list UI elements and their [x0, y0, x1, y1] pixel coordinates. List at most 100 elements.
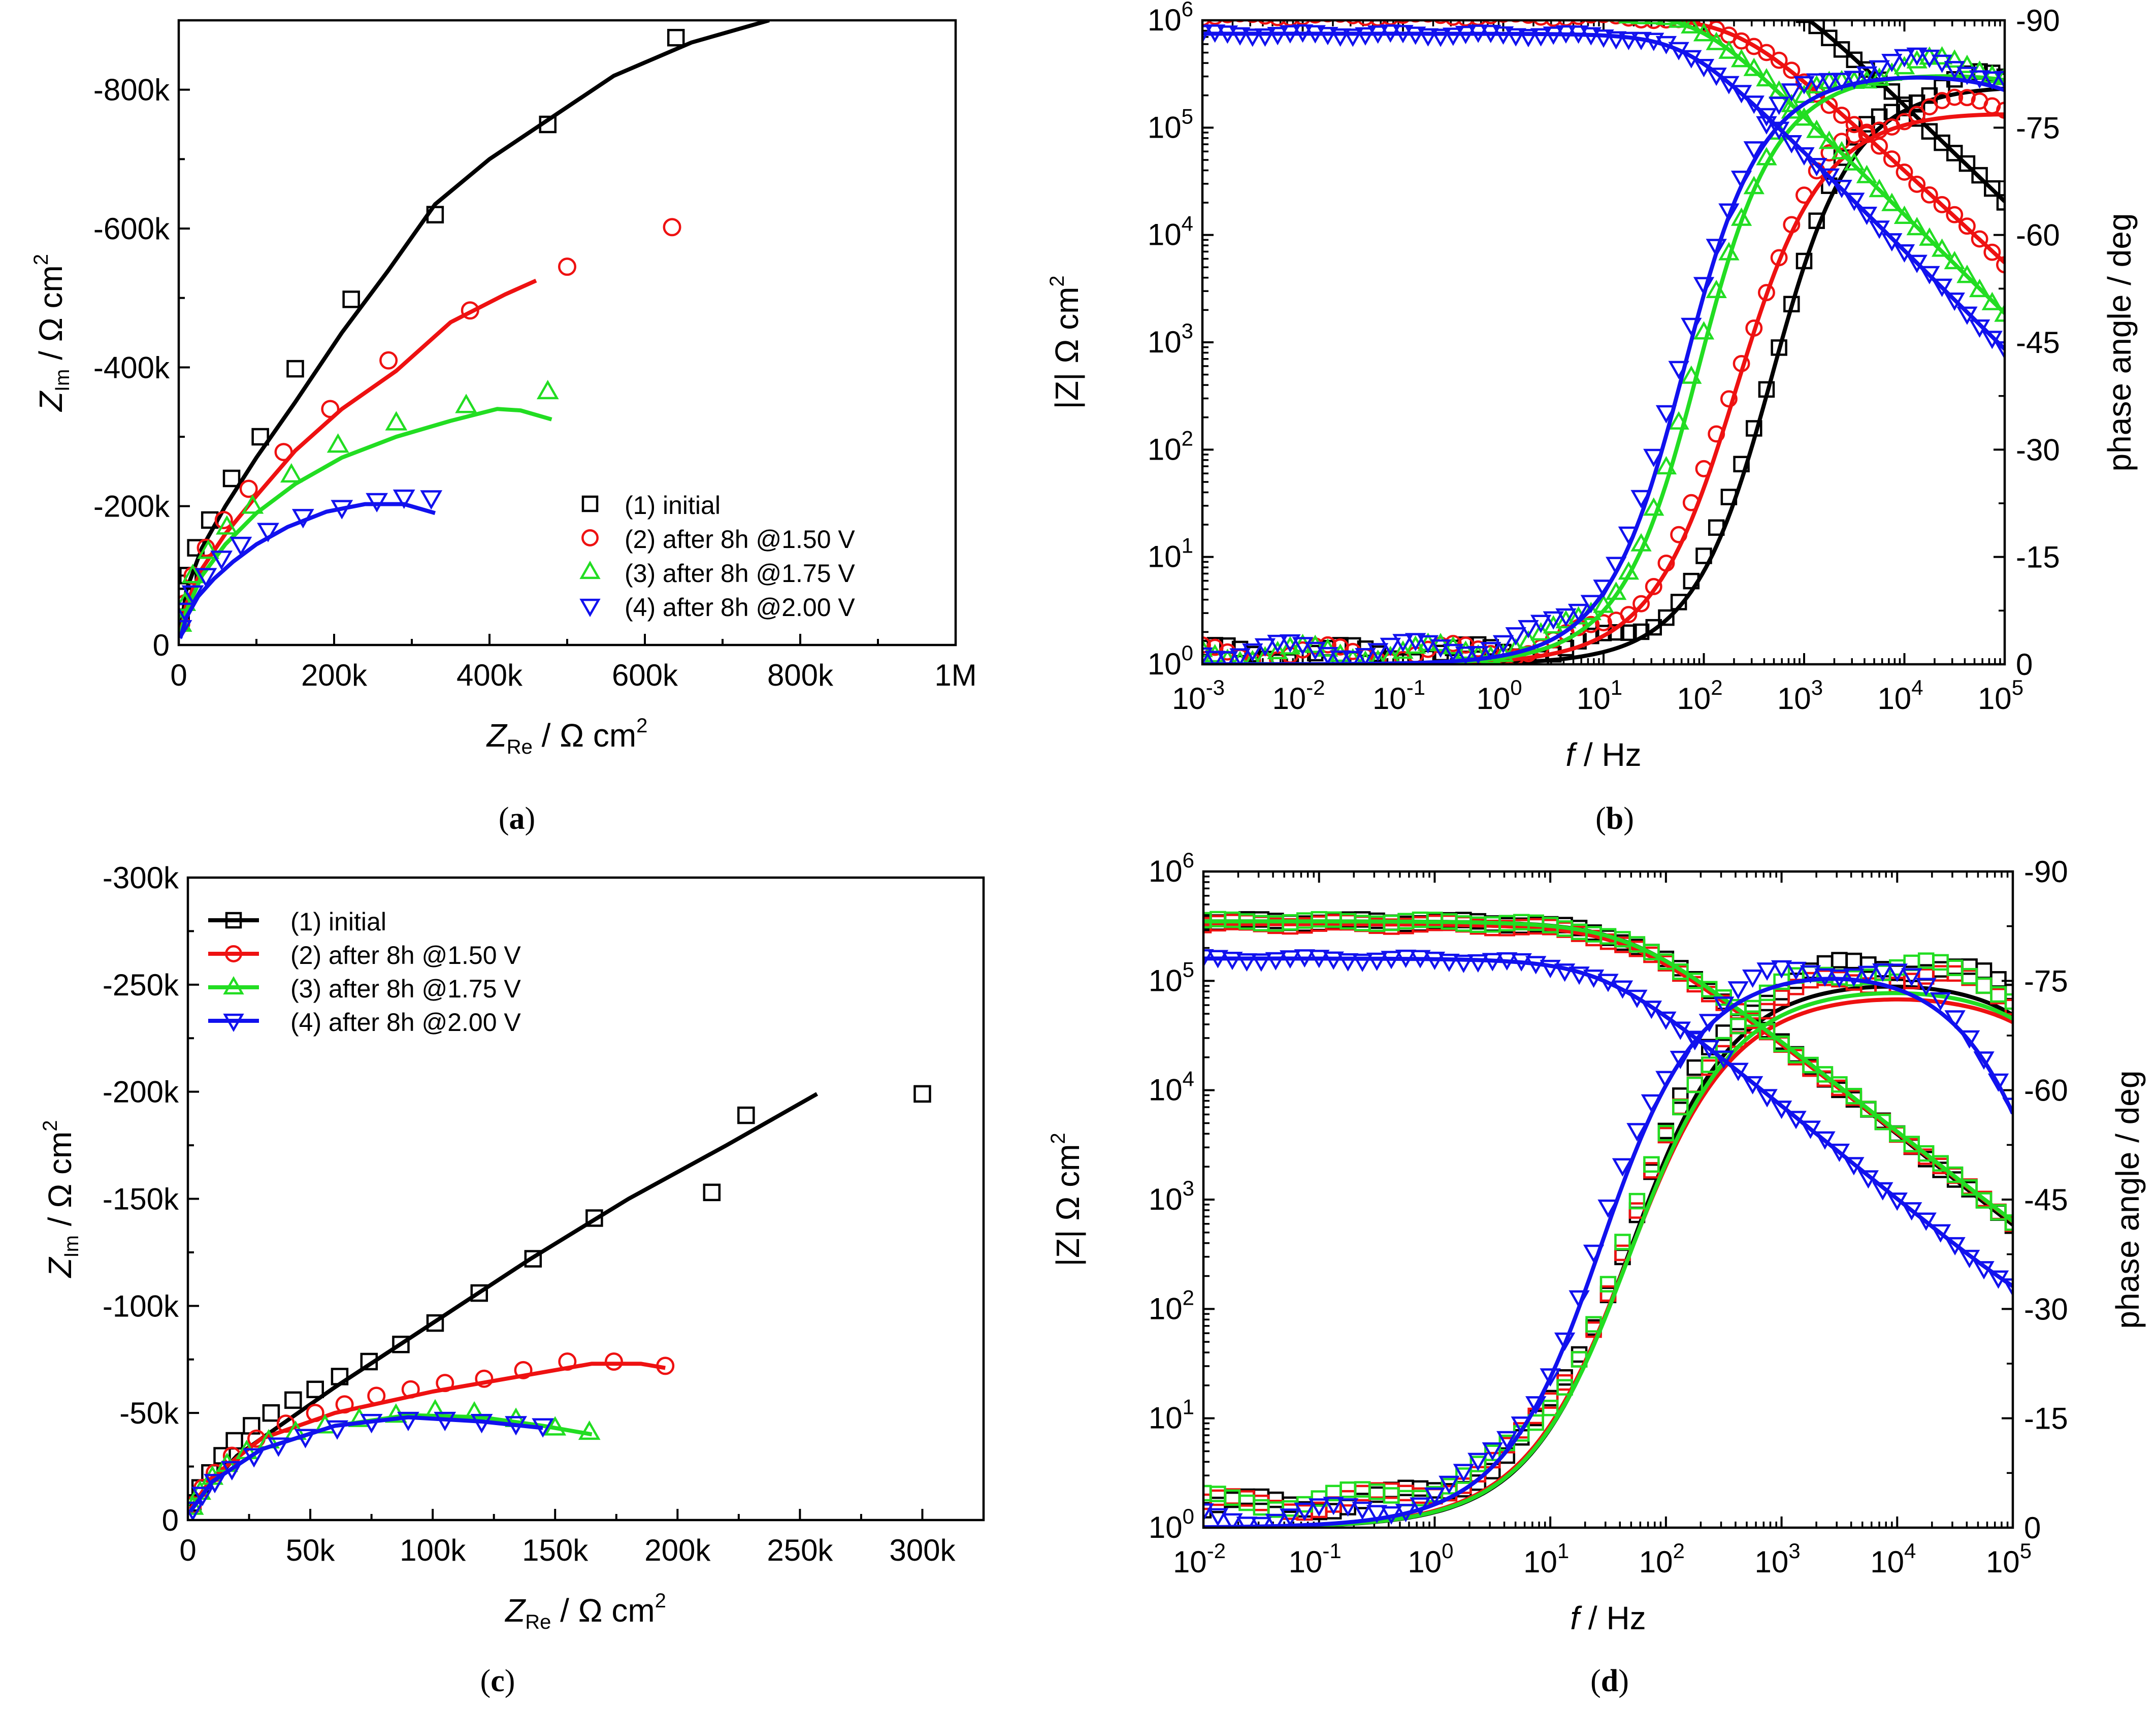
y2-tick-label: -90: [2024, 855, 2068, 889]
plot-frame: [1202, 870, 2014, 1529]
y2-tick-label: -45: [2016, 326, 2060, 360]
phase-point: [1746, 420, 1762, 437]
impedance-point: [1961, 1179, 1978, 1196]
phase-point: [1567, 603, 1589, 623]
x-tick-label: 10-1: [1289, 1539, 1342, 1579]
impedance-point: [1657, 953, 1675, 970]
impedance-point: [1280, 950, 1301, 969]
phase-point: [1844, 71, 1865, 89]
data-point: [197, 538, 215, 557]
impedance-point: [1971, 167, 1988, 184]
label-sub: Im: [51, 369, 74, 392]
y2-tick-label: -75: [2024, 964, 2068, 998]
impedance-point: [1570, 2, 1587, 16]
tick-exponent: 0: [1442, 1539, 1453, 1563]
impedance-point: [1467, 24, 1489, 43]
x-tick-label: 150k: [522, 1533, 589, 1567]
tick-base: 10: [1289, 1545, 1323, 1579]
impedance-point: [1743, 57, 1765, 76]
phase-point: [1254, 638, 1276, 657]
impedance-point: [1342, 20, 1363, 21]
impedance-point: [1606, 20, 1627, 22]
phase-point: [1758, 381, 1775, 398]
data-point: [179, 620, 192, 640]
phase-point: [1643, 448, 1664, 467]
data-point: [274, 443, 293, 462]
legend-label: (3) after 8h @1.75 V: [290, 975, 521, 1003]
phase-point: [1958, 1030, 1980, 1049]
y-tick-label: 103: [1148, 319, 1193, 359]
phase-point: [1771, 339, 1787, 356]
x-tick-label: 100: [1408, 1539, 1453, 1579]
phase-point: [1795, 252, 1813, 270]
phase-point: [1706, 239, 1727, 257]
impedance-point: [1521, 20, 1536, 24]
impedance-point: [1457, 4, 1475, 19]
impedance-point: [1595, 3, 1612, 18]
tick-base: 10: [1476, 682, 1510, 716]
label-unit: / Ω cm: [551, 1592, 655, 1629]
tick-base: 10: [1755, 1545, 1789, 1579]
phase-point: [1455, 640, 1477, 659]
caption-paren-close: ): [1618, 1664, 1629, 1698]
data-point: [191, 1487, 214, 1506]
data-point: [179, 602, 197, 622]
impedance-point: [1342, 28, 1363, 47]
impedance-point: [1569, 966, 1590, 985]
impedance-point: [2002, 1278, 2013, 1297]
label-sup: 2: [655, 1590, 666, 1612]
data-point: [539, 115, 557, 134]
phase-point: [1309, 1498, 1330, 1517]
phase-point: [1917, 968, 1935, 985]
impedance-point: [1831, 179, 1852, 199]
panel-b: 10-3 10-2 10-1 100 101 102 103 104 1051001011021…: [1046, 0, 2138, 773]
data-point: [656, 1357, 675, 1375]
y-tick-label: 102: [1148, 426, 1193, 466]
y2-tick-label: 0: [2016, 648, 2033, 682]
impedance-point: [1893, 205, 1915, 224]
phase-fit-line: [1202, 75, 2005, 664]
impedance-point: [1469, 3, 1487, 17]
data-point: [220, 1461, 243, 1481]
tick-base: 10: [1148, 540, 1182, 574]
label-unit: / Ω cm: [32, 265, 69, 369]
phase-point: [1632, 623, 1650, 640]
legend-marker: [579, 598, 601, 618]
data-point: [558, 1352, 577, 1371]
impedance-point: [1267, 27, 1288, 46]
impedance-point: [1366, 952, 1388, 971]
impedance-point: [1843, 1157, 1865, 1176]
impedance-point: [1618, 31, 1640, 50]
data-point: [262, 1404, 280, 1422]
data-point: [181, 564, 204, 584]
phase-point: [1655, 456, 1677, 475]
phase-point: [1626, 1123, 1648, 1142]
data-point: [667, 28, 685, 47]
impedance-point: [1367, 25, 1389, 44]
phase-point: [1871, 121, 1888, 139]
phase-point: [1580, 595, 1602, 614]
impedance-point: [1511, 953, 1532, 972]
phase-point: [1455, 1467, 1472, 1484]
impedance-point: [1706, 31, 1727, 50]
impedance-fit-line: [1203, 919, 2013, 1226]
impedance-point: [1821, 29, 1838, 46]
phase-point: [1684, 1032, 1706, 1051]
x-axis-label: ZRe / Ω cm2: [504, 1590, 666, 1633]
impedance-point: [1987, 1270, 2009, 1289]
data-point: [214, 511, 233, 529]
x-tick-label: 103: [1755, 1539, 1801, 1579]
impedance-point: [1906, 254, 1928, 273]
impedance-point: [1405, 26, 1426, 45]
tick-base: 10: [1677, 682, 1711, 716]
impedance-point: [1229, 27, 1251, 46]
impedance-point: [1453, 954, 1475, 973]
label-main: |Z| Ω cm: [1050, 1144, 1086, 1267]
y2-tick-label: -30: [2024, 1292, 2068, 1326]
data-point: [284, 1391, 302, 1409]
phase-point: [1958, 89, 1976, 107]
impedance-point: [1845, 1088, 1863, 1105]
impedance-point: [1317, 26, 1338, 46]
phase-point: [1317, 647, 1338, 664]
x-axis-label: f / Hz: [1570, 1600, 1646, 1636]
